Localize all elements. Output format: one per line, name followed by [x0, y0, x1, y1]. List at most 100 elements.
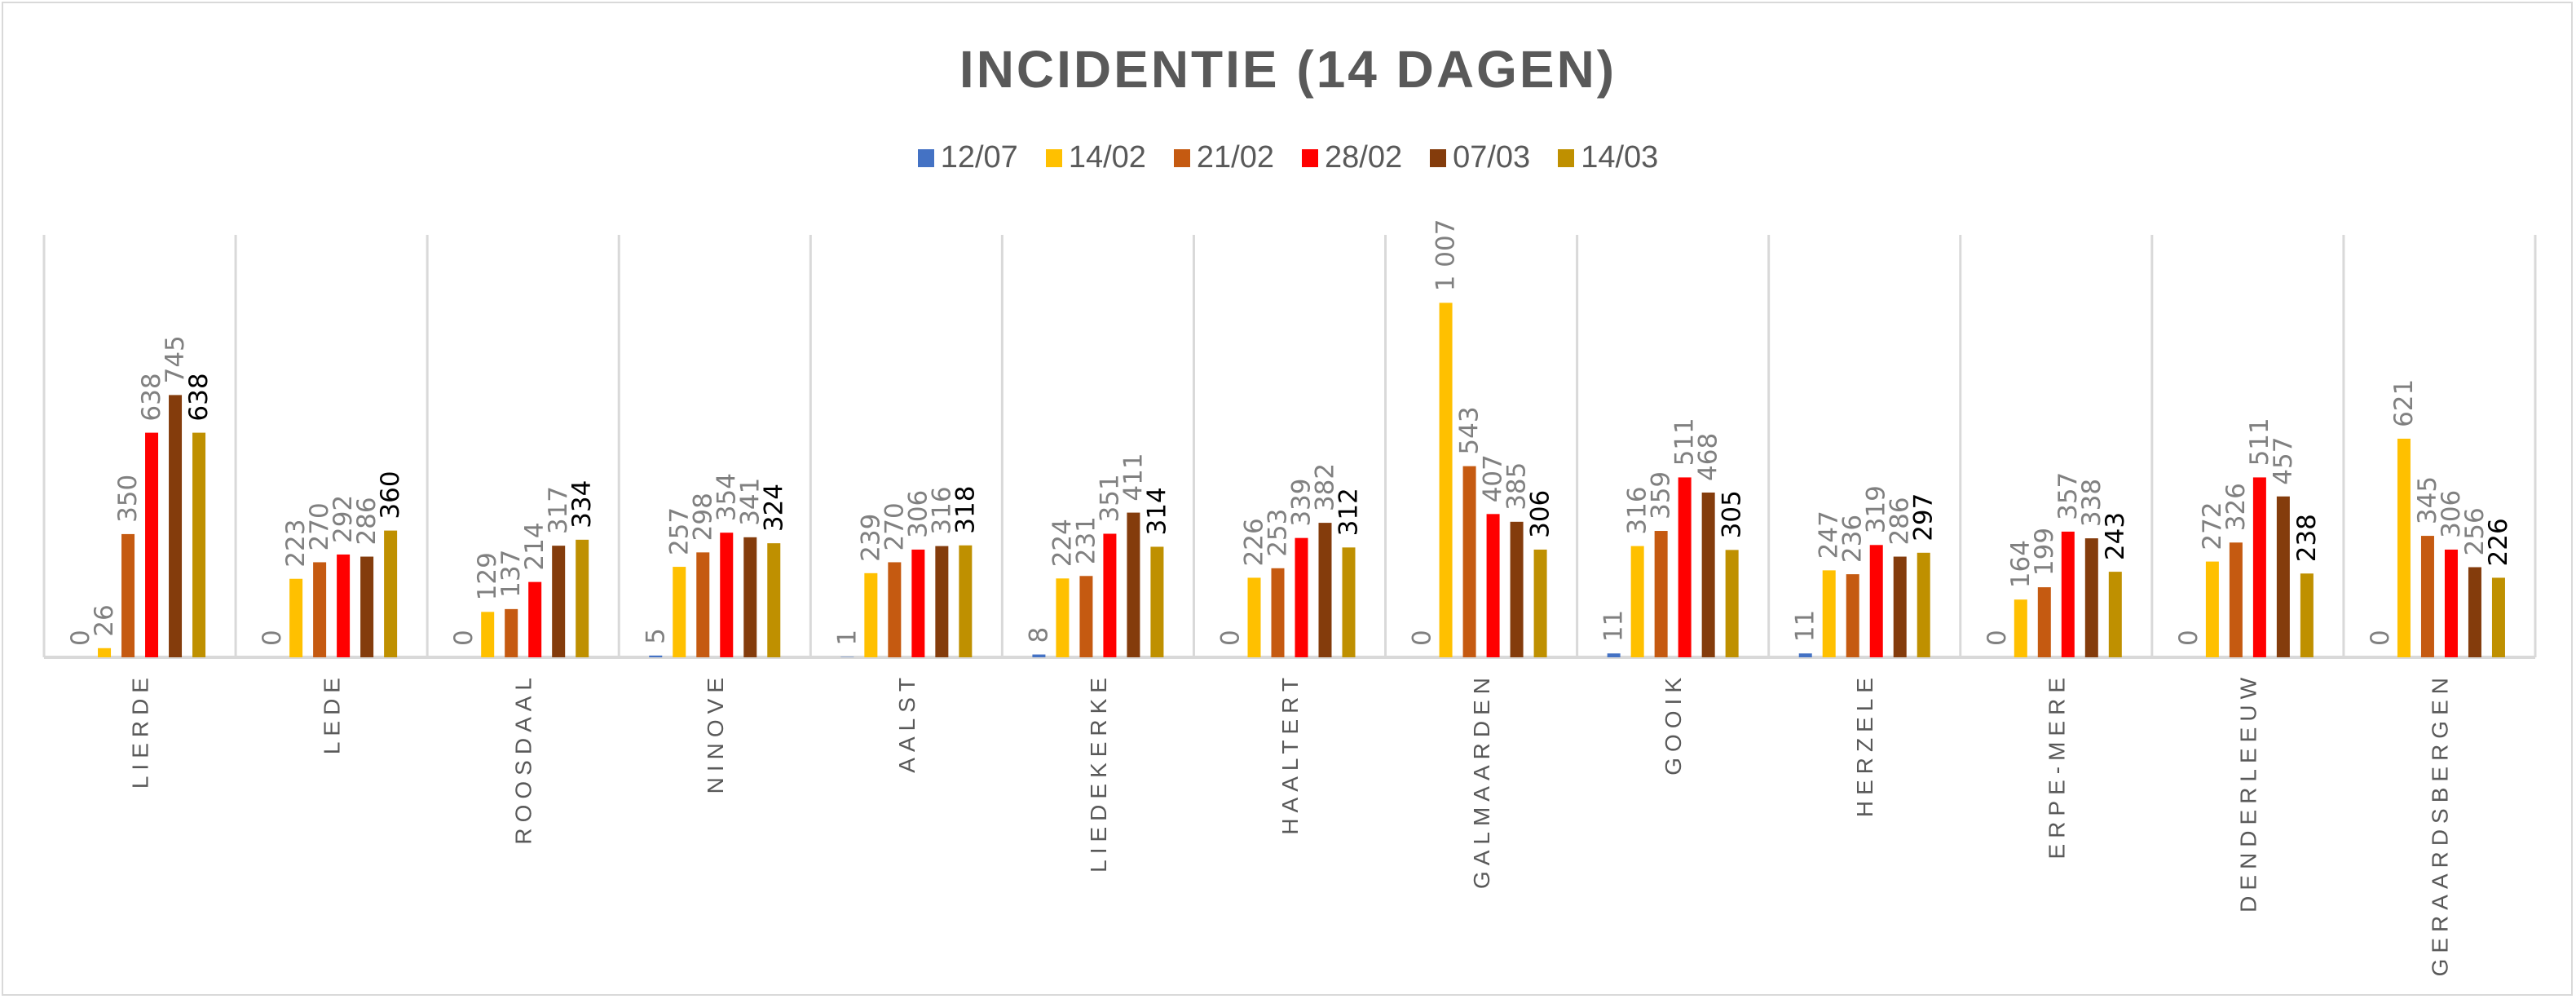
category-label: HAALTERT: [1277, 672, 1303, 835]
category-label: GERAARDSBERGEN: [2427, 672, 2452, 976]
data-label: 5: [641, 628, 670, 644]
data-label: 745: [161, 335, 190, 383]
category-label: DENDERLEEUW: [2235, 672, 2261, 913]
data-label: 11: [1599, 610, 1629, 642]
legend-swatch: [917, 148, 934, 167]
data-label: 0: [1983, 630, 2012, 646]
data-label: 298: [688, 493, 717, 541]
bar: [2252, 477, 2266, 657]
data-label: 407: [1479, 454, 1508, 502]
bar: [289, 578, 303, 657]
bar: [888, 562, 902, 657]
bar: [743, 537, 757, 657]
bar: [1103, 533, 1117, 657]
bar: [98, 648, 112, 657]
data-label: 382: [1311, 463, 1340, 511]
bar: [696, 552, 710, 657]
data-label: 1: [832, 630, 862, 646]
category-label: ERPE-MERE: [2044, 672, 2069, 859]
data-label: 224: [1048, 519, 1077, 567]
data-label: 317: [544, 486, 573, 534]
bar: [2300, 573, 2314, 657]
data-label: 0: [449, 630, 479, 646]
data-label: 312: [1334, 488, 1364, 536]
legend-swatch: [1302, 148, 1318, 167]
bar: [2468, 567, 2481, 657]
bar: [2229, 542, 2243, 657]
data-label: 226: [1240, 518, 1269, 566]
bar: [1462, 466, 1476, 657]
data-label: 314: [1142, 487, 1171, 535]
data-label: 253: [1264, 509, 1293, 557]
legend-item: 21/02: [1173, 140, 1274, 175]
data-label: 239: [856, 514, 885, 562]
data-label: 270: [305, 502, 334, 550]
chart-title: INCIDENTIE (14 DAGEN): [959, 40, 1617, 99]
data-label: 351: [1095, 474, 1124, 522]
bar: [1486, 514, 1500, 657]
bar: [2037, 587, 2051, 657]
legend-label: 14/03: [1581, 140, 1659, 175]
bar: [1654, 531, 1668, 657]
bar: [767, 543, 781, 657]
data-label: 11: [1791, 610, 1820, 642]
data-label: 214: [520, 522, 549, 570]
bar: [1079, 576, 1093, 657]
data-label: 231: [1071, 516, 1101, 564]
data-label: 238: [2292, 514, 2322, 562]
bar: [1295, 537, 1308, 657]
data-label: 26: [90, 604, 119, 636]
data-label: 621: [2389, 379, 2419, 427]
bar: [720, 533, 734, 657]
legend-label: 14/02: [1068, 140, 1146, 175]
bar: [2491, 577, 2505, 657]
data-label: 350: [113, 475, 143, 523]
bar: [2061, 531, 2075, 657]
data-label: 638: [137, 373, 166, 421]
legend-swatch: [1558, 148, 1575, 167]
bar: [864, 572, 878, 657]
bar: [1342, 547, 1356, 657]
data-label: 411: [1118, 453, 1148, 501]
bar: [192, 432, 206, 657]
bar: [1869, 545, 1883, 657]
data-label: 316: [927, 486, 956, 534]
data-label: 247: [1815, 511, 1844, 559]
bar: [169, 395, 183, 657]
bar: [481, 612, 495, 657]
legend-label: 28/02: [1325, 140, 1403, 175]
data-label: 292: [329, 495, 358, 543]
bar: [1725, 550, 1739, 657]
bar: [911, 549, 925, 657]
data-label: 0: [1408, 630, 1437, 646]
bar: [2276, 496, 2290, 657]
legend-label: 21/02: [1196, 140, 1274, 175]
data-label: 638: [184, 373, 214, 421]
data-label: 297: [1909, 493, 1939, 541]
bar: [528, 581, 542, 657]
data-label: 360: [376, 471, 405, 519]
bar: [1127, 512, 1140, 657]
bar: [1917, 552, 1930, 657]
category-label: AALST: [894, 672, 920, 773]
data-label: 543: [1455, 406, 1484, 454]
bar: [673, 567, 686, 657]
legend-swatch: [1173, 148, 1190, 167]
bar: [1630, 546, 1644, 657]
data-label: 468: [1694, 433, 1723, 481]
legend-item: 14/03: [1558, 140, 1658, 175]
bar: [1271, 568, 1285, 657]
bar: [2205, 561, 2219, 657]
bar: [2420, 536, 2434, 657]
bar: [935, 546, 949, 657]
bar: [384, 530, 398, 657]
category-label: LIERDE: [128, 672, 153, 789]
category-label: NINOVE: [703, 672, 728, 793]
legend-swatch: [1430, 148, 1447, 167]
bar: [1798, 653, 1812, 657]
data-label: 243: [2101, 512, 2130, 560]
category-label: HERZELE: [1852, 672, 1877, 817]
data-label: 357: [2053, 472, 2083, 520]
bar: [649, 655, 663, 657]
